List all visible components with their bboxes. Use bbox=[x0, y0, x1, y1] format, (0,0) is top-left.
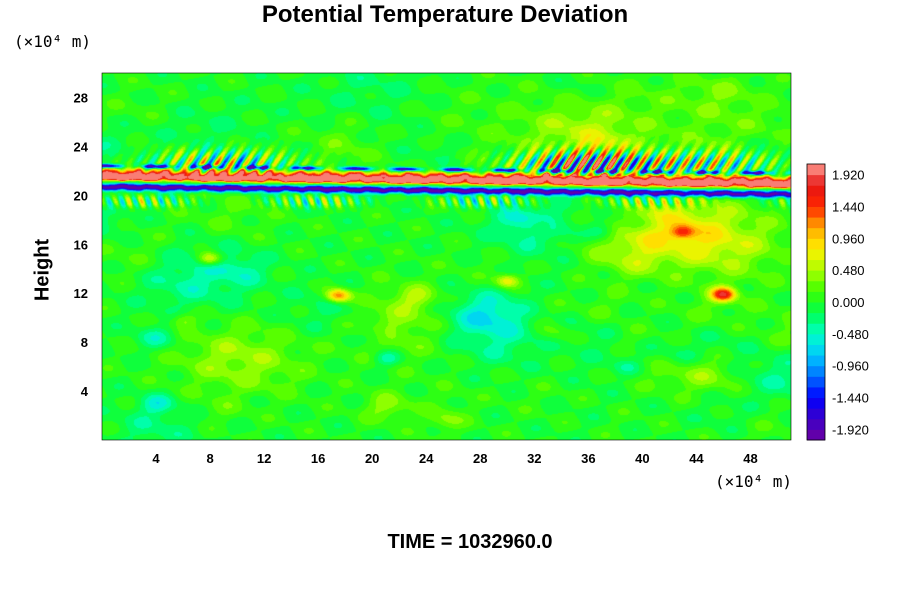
colorbar-swatch bbox=[807, 248, 825, 261]
colorbar-swatch bbox=[807, 397, 825, 409]
colorbar-tick-label: 0.960 bbox=[832, 231, 865, 246]
colorbar-tick-label: -1.440 bbox=[832, 391, 869, 406]
colorbar-swatch bbox=[807, 270, 825, 282]
colorbar-swatch bbox=[807, 344, 825, 356]
y-axis-unit: (×10⁴ m) bbox=[14, 32, 92, 51]
colorbar-swatch bbox=[807, 429, 825, 441]
colorbar-swatch bbox=[807, 408, 825, 420]
colorbar-swatch bbox=[807, 174, 825, 186]
colorbar-frame bbox=[806, 163, 826, 441]
x-tick-label: 28 bbox=[473, 451, 487, 466]
x-tick-label: 48 bbox=[743, 451, 757, 466]
colorbar-swatch bbox=[807, 280, 825, 292]
plot-area-frame bbox=[101, 72, 792, 441]
x-tick-label: 40 bbox=[635, 451, 649, 466]
colorbar-swatch bbox=[807, 206, 825, 218]
colorbar-swatch bbox=[807, 302, 825, 314]
y-tick-label: 20 bbox=[74, 188, 88, 203]
colorbar-swatch bbox=[807, 185, 825, 197]
heatmap-field-container bbox=[102, 73, 791, 440]
heatmap-field bbox=[102, 73, 791, 440]
colorbar-swatch bbox=[807, 376, 825, 388]
y-axis-ticks: 4 8 12 16 20 24 28 bbox=[74, 90, 89, 399]
x-tick-label: 36 bbox=[581, 451, 595, 466]
x-tick-label: 32 bbox=[527, 451, 541, 466]
colorbar-swatch bbox=[807, 312, 825, 324]
colorbar-tick-label: -0.960 bbox=[832, 359, 869, 374]
y-tick-label: 28 bbox=[74, 90, 88, 105]
x-axis-ticks: 4 8 12 16 20 24 28 32 36 40 44 48 bbox=[152, 451, 757, 466]
colorbar-tick-label: 1.440 bbox=[832, 199, 865, 214]
colorbar-swatch bbox=[807, 418, 825, 430]
colorbar-tick-label: -0.480 bbox=[832, 327, 869, 342]
y-tick-label: 16 bbox=[74, 237, 88, 252]
x-tick-label: 4 bbox=[152, 451, 160, 466]
colorbar-swatch bbox=[807, 259, 825, 271]
y-tick-label: 8 bbox=[81, 335, 88, 350]
x-tick-label: 20 bbox=[365, 451, 379, 466]
x-axis-unit: (×10⁴ m) bbox=[715, 472, 793, 491]
colorbar-tick-label: -1.920 bbox=[832, 422, 869, 437]
colorbar-tick-label: 1.920 bbox=[832, 168, 865, 183]
colorbar-swatch bbox=[807, 195, 825, 207]
x-tick-label: 8 bbox=[206, 451, 213, 466]
colorbar-swatch bbox=[807, 365, 825, 377]
x-tick-label: 16 bbox=[311, 451, 325, 466]
x-tick-label: 12 bbox=[257, 451, 271, 466]
y-tick-label: 24 bbox=[74, 139, 89, 154]
colorbar-tick-label: 0.000 bbox=[832, 295, 865, 310]
colorbar-swatch bbox=[807, 238, 825, 250]
chart-title: Potential Temperature Deviation bbox=[261, 1, 629, 28]
colorbar-swatch bbox=[807, 164, 825, 176]
colorbar-swatch bbox=[807, 227, 825, 239]
colorbar-swatch bbox=[807, 217, 825, 229]
colorbar-swatch bbox=[807, 333, 825, 345]
y-tick-label: 12 bbox=[74, 286, 88, 301]
x-tick-label: 44 bbox=[689, 451, 704, 466]
time-footer: TIME = 1032960.0 bbox=[387, 531, 553, 553]
colorbar: 1.920 1.440 0.960 0.480 0.000 -0.480 -0.960 -1.… bbox=[806, 163, 869, 441]
colorbar-tick-label: 0.480 bbox=[832, 263, 865, 278]
y-tick-label: 4 bbox=[81, 384, 89, 399]
colorbar-swatch bbox=[807, 323, 825, 335]
colorbar-swatch bbox=[807, 355, 825, 367]
colorbar-swatch bbox=[807, 291, 825, 303]
colorbar-swatch bbox=[807, 386, 825, 399]
x-tick-label: 24 bbox=[419, 451, 434, 466]
